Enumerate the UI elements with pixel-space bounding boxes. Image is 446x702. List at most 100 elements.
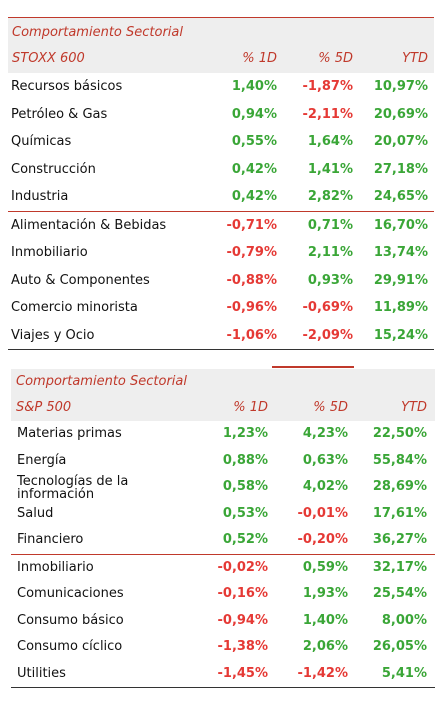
table-row: Recursos básicos 1,40% -1,87% 10,97% [8, 73, 434, 101]
change-ytd: 10,97% [373, 79, 428, 94]
change-1d: 0,42% [231, 189, 277, 204]
table-row: Inmobiliario -0,79% 2,11% 13,74% [8, 239, 434, 267]
sector-name: Auto & Componentes [11, 272, 150, 288]
change-ytd: 11,89% [373, 300, 428, 315]
change-1d: 0,88% [222, 452, 268, 468]
change-5d: -0,69% [302, 300, 354, 315]
change-1d: 0,55% [231, 134, 277, 149]
sector-name: Alimentación & Bebidas [11, 217, 167, 233]
table-row: Comunicaciones -0,16% 1,93% 25,54% [11, 581, 435, 608]
col-header-1d: % 1D [242, 51, 277, 66]
change-ytd: 25,54% [372, 586, 427, 601]
sector-name: Construcción [11, 161, 96, 177]
change-1d: -1,06% [226, 327, 278, 343]
change-5d: -2,11% [302, 106, 354, 122]
sector-name: Energía [17, 452, 67, 468]
change-1d: 0,42% [231, 161, 277, 177]
change-ytd: 32,17% [372, 559, 427, 575]
change-ytd: 20,69% [373, 106, 428, 122]
change-ytd: 8,00% [381, 612, 427, 628]
index-name: STOXX 600 [12, 51, 85, 66]
sector-name: Utilities [17, 665, 66, 681]
change-5d: -0,01% [297, 505, 349, 521]
change-ytd: 20,07% [373, 134, 428, 149]
change-1d: -0,88% [226, 272, 278, 288]
table-row: Salud 0,53% -0,01% 17,61% [11, 501, 435, 528]
change-ytd: 5,41% [381, 665, 427, 681]
change-1d: -1,38% [217, 639, 269, 654]
bottom-rule [11, 687, 435, 688]
change-5d: -2,09% [302, 327, 354, 343]
column-headers: STOXX 600 % 1D % 5D YTD [8, 44, 434, 73]
change-5d: 1,64% [307, 134, 353, 149]
top-rule [8, 17, 434, 18]
panel-title: Comportamiento Sectorial [12, 25, 183, 40]
change-1d: 0,52% [222, 532, 268, 547]
table-row: Petróleo & Gas 0,94% -2,11% 20,69% [8, 101, 434, 129]
change-ytd: 16,70% [373, 217, 428, 233]
change-1d: -1,45% [217, 665, 269, 681]
change-ytd: 27,18% [373, 161, 428, 177]
change-ytd: 17,61% [372, 505, 427, 521]
table-body: Materias primas 1,23% 4,23% 22,50% Energía 0,… [11, 421, 435, 687]
change-ytd: 36,27% [372, 532, 427, 547]
change-5d: 2,82% [307, 189, 353, 204]
change-1d: 0,58% [222, 479, 268, 494]
column-headers: S&P 500 % 1D % 5D YTD [11, 394, 435, 421]
sector-name: Viajes y Ocio [11, 327, 95, 343]
sector-name: Comercio minorista [11, 300, 138, 315]
change-5d: 1,40% [302, 612, 348, 628]
table-row: Materias primas 1,23% 4,23% 22,50% [11, 421, 435, 448]
change-ytd: 22,50% [372, 426, 427, 441]
table-row: Auto & Componentes -0,88% 0,93% 29,91% [8, 267, 434, 295]
change-5d: 0,93% [307, 272, 353, 288]
change-5d: 1,93% [302, 586, 348, 601]
change-1d: -0,94% [217, 612, 269, 628]
change-1d: -0,02% [217, 559, 269, 575]
change-1d: 1,23% [222, 426, 268, 441]
table-row: Construcción 0,42% 1,41% 27,18% [8, 156, 434, 184]
group-divider [11, 553, 435, 555]
table-row: Consumo cíclico -1,38% 2,06% 26,05% [11, 634, 435, 661]
index-name: S&P 500 [16, 400, 72, 415]
sector-name: Petróleo & Gas [11, 106, 108, 122]
bottom-rule [8, 349, 434, 350]
section-divider-accent [272, 366, 354, 368]
table-row: Tecnologías de la información 0,58% 4,02% 2… [11, 474, 435, 501]
group-divider [8, 210, 434, 212]
table-row: Energía 0,88% 0,63% 55,84% [11, 448, 435, 475]
change-ytd: 15,24% [373, 327, 428, 343]
sector-name: Consumo básico [17, 612, 124, 628]
table-row: Químicas 0,55% 1,64% 20,07% [8, 128, 434, 156]
table-row: Financiero 0,52% -0,20% 36,27% [11, 527, 435, 554]
stoxx600-panel: Comportamiento Sectorial STOXX 600 % 1D … [8, 17, 434, 350]
change-1d: -0,71% [226, 217, 278, 233]
col-header-1d: % 1D [233, 400, 268, 415]
change-ytd: 26,05% [372, 639, 427, 654]
col-header-ytd: YTD [402, 51, 428, 66]
change-5d: 4,23% [302, 426, 348, 441]
change-5d: -1,42% [297, 665, 349, 681]
table-row: Comercio minorista -0,96% -0,69% 11,89% [8, 294, 434, 322]
change-1d: -0,96% [226, 300, 278, 315]
table-body: Recursos básicos 1,40% -1,87% 10,97% Petróle… [8, 73, 434, 349]
col-header-5d: % 5D [318, 51, 353, 66]
table-row: Alimentación & Bebidas -0,71% 0,71% 16,70% [8, 212, 434, 240]
panel-header: Comportamiento Sectorial STOXX 600 % 1D … [8, 18, 434, 73]
sector-name: Químicas [11, 134, 72, 149]
change-1d: 1,40% [231, 79, 277, 94]
sector-name: Consumo cíclico [17, 639, 123, 654]
change-ytd: 13,74% [373, 245, 428, 260]
change-5d: -1,87% [302, 79, 354, 94]
table-row: Inmobiliario -0,02% 0,59% 32,17% [11, 555, 435, 582]
change-ytd: 55,84% [372, 452, 427, 468]
change-1d: -0,79% [226, 245, 278, 260]
panel-title: Comportamiento Sectorial [16, 374, 187, 389]
col-header-5d: % 5D [313, 400, 348, 415]
change-ytd: 24,65% [373, 189, 428, 204]
change-5d: 2,11% [307, 245, 353, 260]
sector-name: Recursos básicos [11, 79, 123, 94]
sector-name: Financiero [17, 532, 84, 547]
change-1d: 0,94% [231, 106, 277, 122]
change-5d: 1,41% [307, 161, 353, 177]
